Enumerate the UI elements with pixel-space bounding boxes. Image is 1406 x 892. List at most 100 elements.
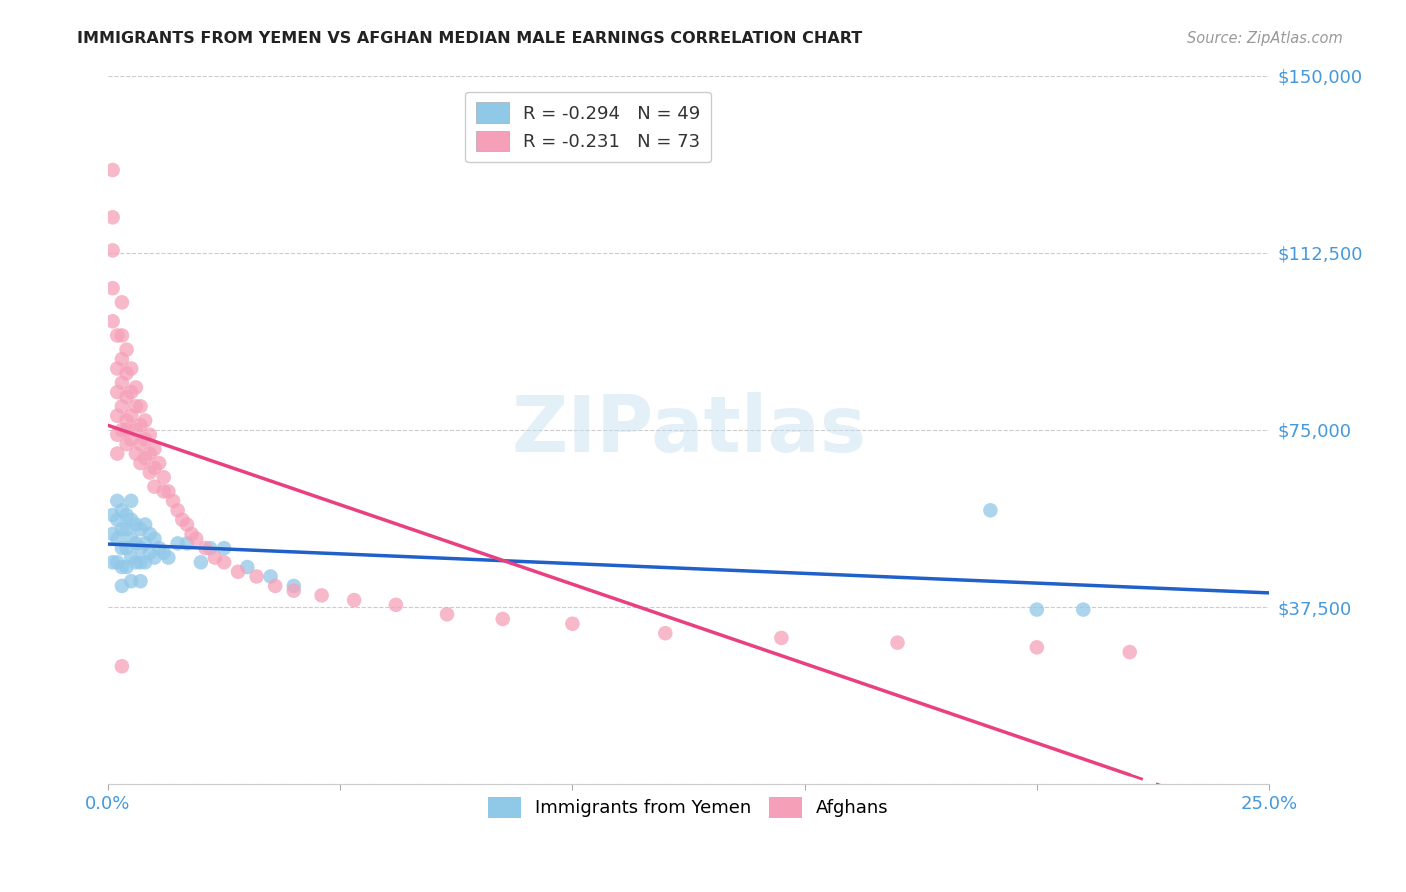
Text: IMMIGRANTS FROM YEMEN VS AFGHAN MEDIAN MALE EARNINGS CORRELATION CHART: IMMIGRANTS FROM YEMEN VS AFGHAN MEDIAN M… — [77, 31, 862, 46]
Point — [157, 550, 180, 565]
Point — [111, 376, 134, 390]
Point — [190, 555, 212, 569]
Point — [115, 522, 138, 536]
Point — [101, 211, 124, 225]
Point — [436, 607, 458, 622]
Point — [101, 527, 124, 541]
Point — [143, 480, 166, 494]
Point — [111, 352, 134, 367]
Point — [172, 513, 194, 527]
Point — [979, 503, 1001, 517]
Point — [204, 550, 226, 565]
Point — [194, 541, 217, 555]
Point — [105, 361, 128, 376]
Point — [111, 400, 134, 414]
Point — [111, 659, 134, 673]
Point — [111, 560, 134, 574]
Point — [561, 616, 583, 631]
Point — [125, 447, 148, 461]
Point — [129, 418, 152, 433]
Point — [120, 550, 142, 565]
Point — [125, 555, 148, 569]
Point — [259, 569, 281, 583]
Point — [101, 281, 124, 295]
Point — [139, 427, 162, 442]
Point — [120, 574, 142, 589]
Point — [101, 244, 124, 258]
Point — [120, 433, 142, 447]
Point — [212, 541, 235, 555]
Point — [246, 569, 269, 583]
Point — [166, 503, 188, 517]
Point — [1071, 602, 1094, 616]
Point — [148, 541, 170, 555]
Point — [1025, 602, 1047, 616]
Point — [236, 560, 259, 574]
Point — [198, 541, 221, 555]
Point — [139, 447, 162, 461]
Point — [139, 527, 162, 541]
Point — [1025, 640, 1047, 655]
Point — [226, 565, 249, 579]
Point — [157, 484, 180, 499]
Point — [148, 456, 170, 470]
Point — [492, 612, 515, 626]
Point — [129, 541, 152, 555]
Point — [115, 423, 138, 437]
Point — [111, 522, 134, 536]
Point — [115, 413, 138, 427]
Point — [264, 579, 287, 593]
Point — [176, 536, 198, 550]
Point — [111, 328, 134, 343]
Point — [115, 366, 138, 380]
Point — [105, 513, 128, 527]
Point — [115, 541, 138, 555]
Point — [125, 517, 148, 532]
Point — [101, 163, 124, 178]
Point — [180, 527, 202, 541]
Point — [129, 555, 152, 569]
Point — [105, 555, 128, 569]
Point — [143, 442, 166, 456]
Point — [143, 460, 166, 475]
Point — [129, 574, 152, 589]
Point — [101, 314, 124, 328]
Point — [134, 433, 156, 447]
Point — [125, 423, 148, 437]
Point — [152, 484, 174, 499]
Point — [152, 546, 174, 560]
Point — [111, 579, 134, 593]
Legend: Immigrants from Yemen, Afghans: Immigrants from Yemen, Afghans — [481, 789, 896, 825]
Point — [139, 546, 162, 560]
Point — [134, 536, 156, 550]
Point — [134, 413, 156, 427]
Text: Source: ZipAtlas.com: Source: ZipAtlas.com — [1187, 31, 1343, 46]
Point — [311, 588, 333, 602]
Point — [176, 517, 198, 532]
Point — [120, 361, 142, 376]
Point — [115, 560, 138, 574]
Point — [125, 536, 148, 550]
Text: ZIPatlas: ZIPatlas — [510, 392, 866, 468]
Point — [129, 456, 152, 470]
Point — [1118, 645, 1140, 659]
Point — [105, 532, 128, 546]
Point — [166, 536, 188, 550]
Point — [125, 400, 148, 414]
Point — [162, 494, 184, 508]
Point — [105, 328, 128, 343]
Point — [134, 451, 156, 466]
Point — [139, 466, 162, 480]
Point — [120, 409, 142, 423]
Point — [186, 532, 208, 546]
Point — [143, 550, 166, 565]
Point — [101, 555, 124, 569]
Point — [283, 579, 305, 593]
Point — [105, 427, 128, 442]
Point — [212, 555, 235, 569]
Point — [152, 470, 174, 484]
Point — [111, 423, 134, 437]
Point — [115, 437, 138, 451]
Point — [111, 503, 134, 517]
Point — [143, 532, 166, 546]
